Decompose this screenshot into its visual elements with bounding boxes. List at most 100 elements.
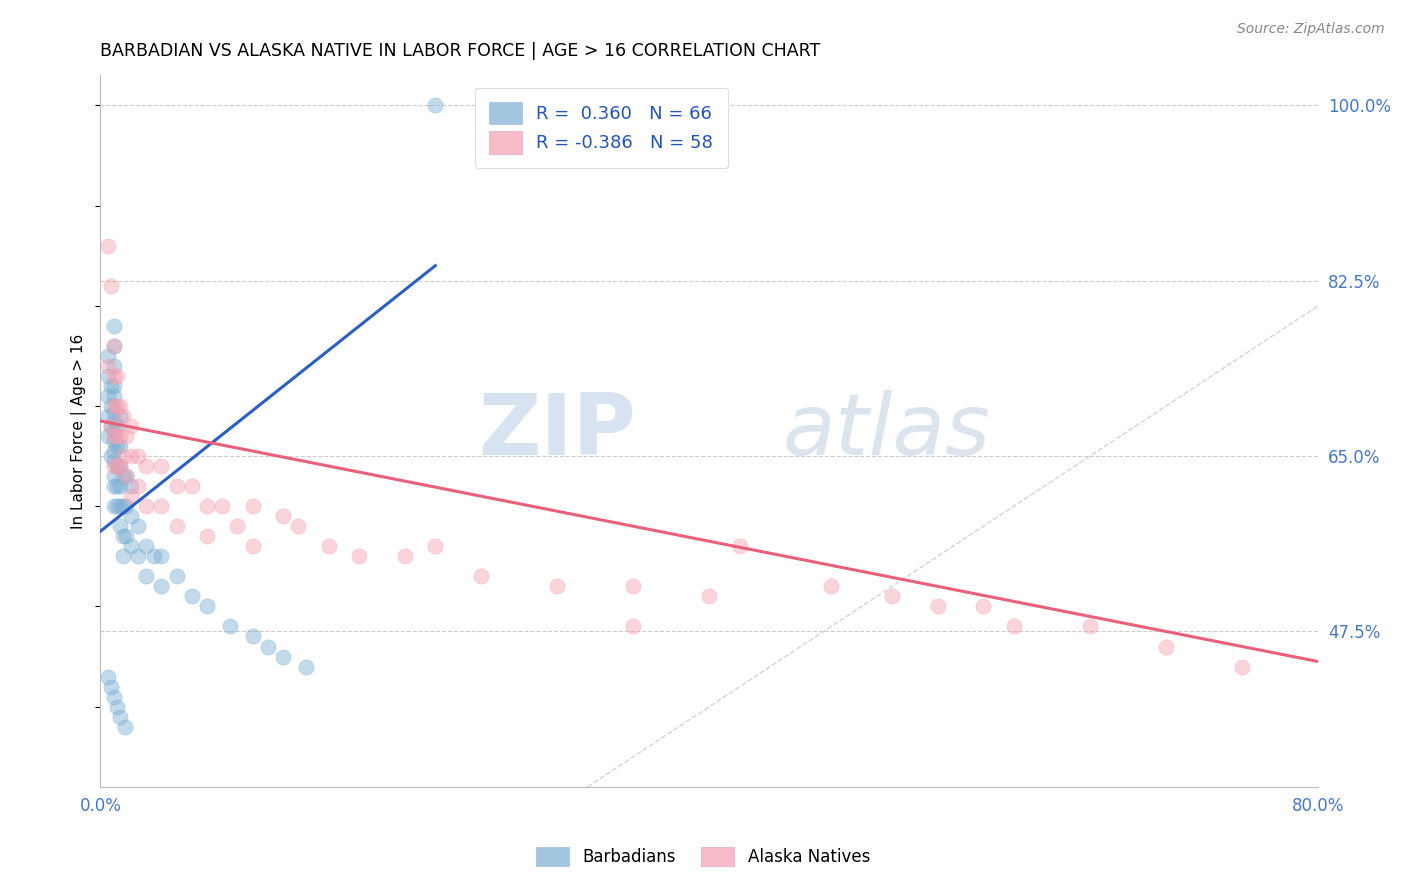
Point [97,238,120,252]
Point [110,519,132,533]
Point [110,499,132,513]
Point [120,539,142,553]
Point [105,699,128,714]
Point [103,434,125,448]
Point [105,479,128,493]
Point [100,449,122,463]
Point [100,419,122,434]
Point [105,399,128,413]
Point [103,399,125,413]
Point [105,368,128,383]
Point [100,680,122,694]
Point [105,459,128,474]
Point [100,278,122,293]
Point [242,539,264,553]
Point [103,404,125,418]
Point [287,519,309,533]
Point [97,389,120,403]
Point [105,439,128,453]
Point [142,549,165,564]
Point [880,590,903,604]
Point [112,499,135,513]
Point [621,619,644,633]
Point [110,439,132,453]
Point [114,720,136,734]
Point [128,449,150,463]
Point [820,579,842,593]
Point [112,469,135,483]
Point [180,479,202,493]
Point [105,499,128,513]
Point [150,459,173,474]
Legend: R =  0.360   N = 66, R = -0.386   N = 58: R = 0.360 N = 66, R = -0.386 N = 58 [475,87,727,168]
Point [242,499,264,513]
Point [621,579,644,593]
Point [318,539,340,553]
Point [927,599,949,614]
Point [1002,619,1025,633]
Point [115,469,138,483]
Point [271,509,294,524]
Point [226,519,249,533]
Point [120,479,142,493]
Point [728,539,751,553]
Point [97,368,120,383]
Point [699,590,721,604]
Point [103,389,125,403]
Point [425,98,447,112]
Point [120,449,142,463]
Point [120,489,142,503]
Text: atlas: atlas [782,390,990,473]
Point [103,459,125,474]
Point [97,349,120,363]
Text: ZIP: ZIP [478,390,637,473]
Point [115,529,138,543]
Point [128,479,150,493]
Point [271,649,294,664]
Point [97,409,120,423]
Point [112,409,135,423]
Legend: Barbadians, Alaska Natives: Barbadians, Alaska Natives [529,840,877,873]
Point [128,549,150,564]
Point [135,569,157,583]
Point [135,499,157,513]
Point [166,479,188,493]
Point [135,459,157,474]
Point [103,690,125,704]
Point [135,539,157,553]
Point [1078,619,1101,633]
Point [97,359,120,373]
Point [97,429,120,443]
Point [257,640,280,654]
Point [112,549,135,564]
Point [112,449,135,463]
Point [103,379,125,393]
Point [103,359,125,373]
Point [115,429,138,443]
Point [211,499,233,513]
Point [166,519,188,533]
Point [150,549,173,564]
Point [103,414,125,428]
Point [110,709,132,723]
Point [180,590,202,604]
Point [103,339,125,353]
Point [110,459,132,474]
Point [218,619,240,633]
Point [110,399,132,413]
Point [394,549,416,564]
Point [546,579,568,593]
Point [103,454,125,468]
Point [972,599,994,614]
Point [150,499,173,513]
Point [115,499,138,513]
Point [103,479,125,493]
Point [100,379,122,393]
Point [110,459,132,474]
Point [195,599,218,614]
Point [110,409,132,423]
Point [103,368,125,383]
Point [103,429,125,443]
Point [120,509,142,524]
Text: Source: ZipAtlas.com: Source: ZipAtlas.com [1237,22,1385,37]
